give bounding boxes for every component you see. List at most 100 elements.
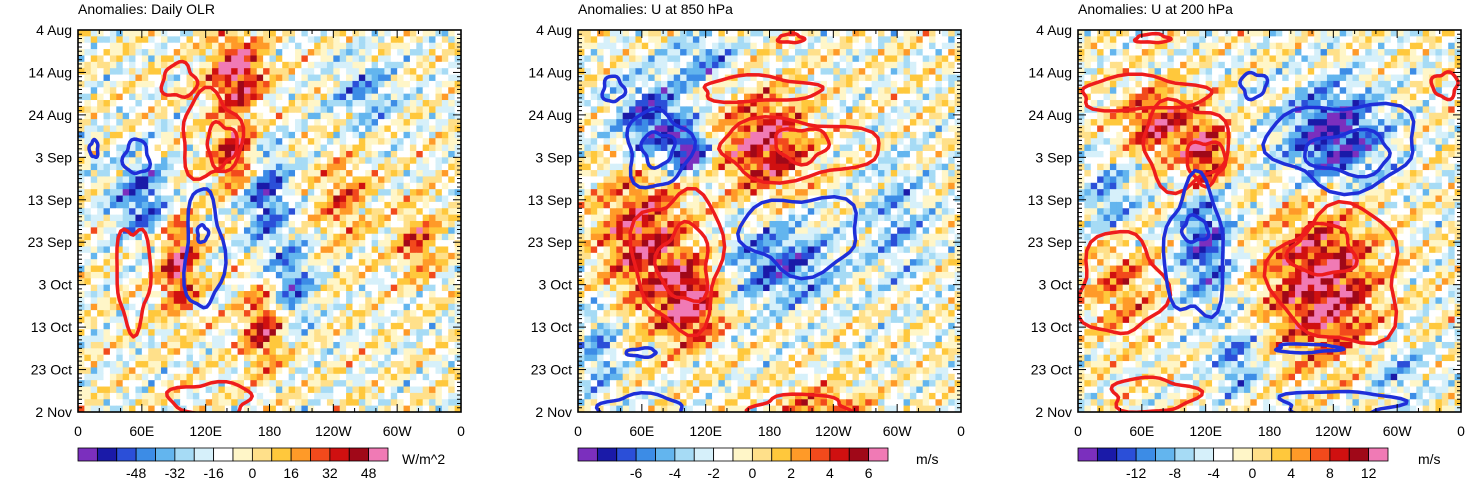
- heatmap-cell: [224, 284, 232, 292]
- heatmap-cell: [390, 87, 398, 95]
- heatmap-cell: [435, 354, 443, 362]
- heatmap-cell: [173, 322, 181, 330]
- heatmap-cell: [346, 252, 354, 260]
- heatmap-cell: [282, 284, 290, 292]
- heatmap-cell: [141, 100, 149, 107]
- heatmap-cell: [129, 361, 137, 369]
- heatmap-cell: [205, 112, 213, 120]
- heatmap-cell: [346, 189, 354, 197]
- heatmap-cell: [782, 138, 790, 146]
- heatmap-cell: [90, 112, 98, 120]
- heatmap-cell: [218, 80, 226, 88]
- heatmap-cell: [129, 106, 137, 114]
- heatmap-cell: [275, 93, 283, 101]
- heatmap-cell: [935, 112, 943, 120]
- heatmap-cell: [339, 93, 347, 101]
- heatmap-cell: [358, 182, 366, 190]
- heatmap-cell: [346, 361, 354, 369]
- colorbar-swatch: [155, 447, 176, 462]
- heatmap-cell: [660, 125, 668, 133]
- heatmap-cell: [916, 55, 924, 63]
- heatmap-cell: [384, 392, 392, 400]
- heatmap-cell: [320, 214, 328, 222]
- heatmap-cell: [116, 303, 124, 311]
- heatmap-cell: [243, 354, 251, 362]
- heatmap-cell: [346, 380, 354, 388]
- heatmap-cell: [909, 119, 917, 127]
- heatmap-cell: [231, 55, 239, 63]
- heatmap-cell: [224, 112, 232, 120]
- heatmap-cell: [384, 163, 392, 171]
- heatmap-cell: [826, 36, 834, 44]
- heatmap-cell: [422, 131, 430, 139]
- heatmap-cell: [422, 214, 430, 222]
- heatmap-cell: [301, 259, 309, 267]
- heatmap-cell: [782, 87, 790, 95]
- heatmap-cell: [603, 93, 611, 101]
- heatmap-cell: [731, 49, 739, 57]
- heatmap-cell: [358, 208, 366, 216]
- heatmap-cell: [167, 246, 175, 254]
- heatmap-cell: [429, 284, 437, 292]
- heatmap-cell: [90, 271, 98, 279]
- heatmap-cell: [782, 106, 790, 114]
- heatmap-cell: [231, 310, 239, 318]
- heatmap-cell: [333, 42, 341, 50]
- heatmap-cell: [84, 335, 92, 343]
- heatmap-cell: [243, 195, 251, 203]
- heatmap-cell: [629, 42, 637, 50]
- heatmap-cell: [712, 74, 720, 82]
- heatmap-cell: [429, 380, 437, 388]
- heatmap-cell: [314, 61, 322, 69]
- contour-negative: [120, 137, 153, 176]
- heatmap-cell: [909, 106, 917, 114]
- heatmap-cell: [429, 163, 437, 171]
- heatmap-cell: [390, 265, 398, 273]
- heatmap-cell: [705, 144, 713, 152]
- heatmap-cell: [422, 157, 430, 165]
- heatmap-cell: [78, 271, 85, 279]
- heatmap-cell: [218, 87, 226, 95]
- heatmap-cell: [352, 221, 360, 228]
- heatmap-cell: [346, 144, 354, 152]
- heatmap-cell: [173, 259, 181, 267]
- heatmap-cell: [397, 392, 405, 400]
- heatmap-cell: [326, 284, 334, 292]
- heatmap-cell: [622, 30, 630, 37]
- heatmap-cell: [320, 265, 328, 273]
- heatmap-cell: [295, 392, 303, 400]
- heatmap-cell: [160, 182, 168, 190]
- heatmap-cell: [384, 227, 392, 235]
- heatmap-cell: [218, 61, 226, 69]
- heatmap-cell: [795, 80, 803, 88]
- heatmap-cell: [326, 182, 334, 190]
- heatmap-cell: [231, 252, 239, 260]
- heatmap-cell: [154, 176, 162, 184]
- heatmap-cell: [154, 49, 162, 57]
- heatmap-cell: [635, 61, 643, 69]
- heatmap-cell: [384, 182, 392, 190]
- heatmap-cell: [935, 87, 943, 95]
- heatmap-cell: [129, 189, 137, 197]
- heatmap-cell: [116, 259, 124, 267]
- heatmap-cell: [78, 30, 85, 37]
- heatmap-cell: [263, 144, 271, 152]
- heatmap-cell: [173, 125, 181, 133]
- heatmap-cell: [326, 138, 334, 146]
- heatmap-cell: [109, 106, 117, 114]
- heatmap-cell: [743, 55, 751, 63]
- heatmap-cell: [839, 49, 847, 57]
- heatmap-cell: [435, 119, 443, 127]
- heatmap-cell: [454, 55, 461, 63]
- heatmap-cell: [409, 208, 417, 216]
- heatmap-cell: [212, 74, 220, 82]
- heatmap-cell: [256, 36, 264, 44]
- heatmap-cell: [935, 106, 943, 114]
- heatmap-cell: [584, 119, 592, 127]
- heatmap-cell: [454, 138, 461, 146]
- heatmap-cell: [231, 227, 239, 235]
- heatmap-cell: [846, 93, 854, 101]
- heatmap-cell: [441, 36, 449, 44]
- heatmap-cell: [122, 74, 130, 82]
- heatmap-cell: [903, 80, 911, 88]
